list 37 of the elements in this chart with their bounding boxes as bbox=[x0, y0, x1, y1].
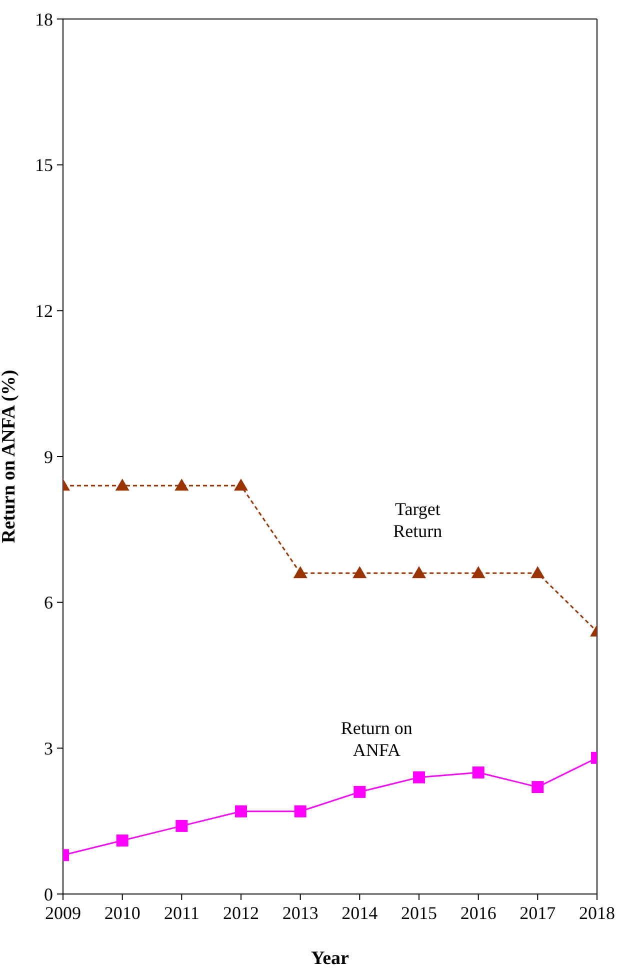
y-tick-label: 18 bbox=[35, 9, 53, 30]
series-label: Target Return bbox=[393, 499, 442, 542]
x-axis-title: Year bbox=[311, 948, 350, 969]
point bbox=[115, 478, 130, 491]
point bbox=[234, 478, 248, 491]
x-tick-label: 2011 bbox=[164, 902, 200, 923]
y-tick-label: 15 bbox=[35, 155, 53, 176]
x-tick-label: 2018 bbox=[579, 902, 615, 923]
x-tick-label: 2012 bbox=[223, 902, 259, 923]
y-tick-label: 6 bbox=[44, 592, 53, 613]
point bbox=[532, 781, 544, 794]
x-tick-label: 2010 bbox=[104, 902, 140, 923]
point bbox=[471, 566, 486, 578]
x-tick-label: 2013 bbox=[282, 902, 318, 923]
point bbox=[354, 786, 366, 798]
point bbox=[235, 805, 247, 818]
point bbox=[174, 478, 189, 491]
x-tick-label: 2017 bbox=[520, 902, 556, 923]
y-tick-label: 0 bbox=[44, 884, 53, 904]
x-tick-label: 2015 bbox=[401, 902, 437, 923]
point bbox=[530, 566, 545, 578]
x-tick-label: 2014 bbox=[342, 902, 378, 923]
point bbox=[352, 566, 367, 578]
point bbox=[176, 820, 188, 832]
point bbox=[412, 566, 426, 578]
x-tick-label: 2009 bbox=[45, 902, 81, 923]
series-label: Return on ANFA bbox=[340, 718, 412, 760]
point bbox=[413, 771, 425, 784]
point bbox=[116, 834, 128, 847]
point bbox=[294, 805, 306, 818]
y-tick-label: 9 bbox=[44, 446, 53, 467]
point bbox=[472, 766, 484, 778]
y-tick-label: 3 bbox=[44, 738, 53, 759]
x-tick-label: 2016 bbox=[460, 902, 496, 923]
y-tick-label: 12 bbox=[35, 301, 53, 322]
y-axis-title: Return on ANFA (%) bbox=[0, 370, 20, 544]
point bbox=[293, 566, 308, 578]
